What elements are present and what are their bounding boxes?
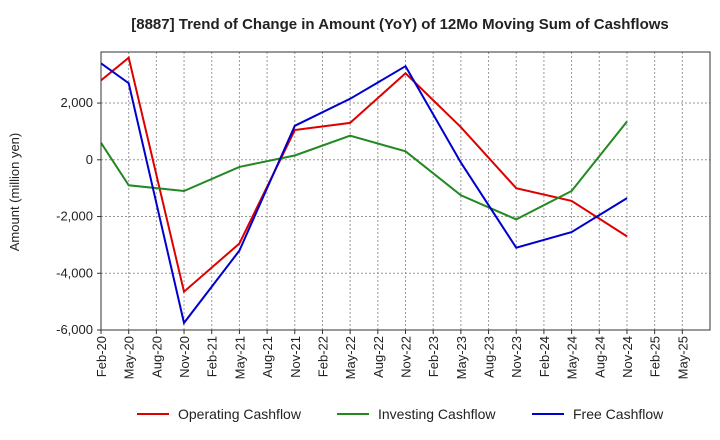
- plot-frame: [100, 51, 711, 331]
- grid: [101, 52, 710, 330]
- x-tick-label: May-24: [565, 336, 580, 379]
- y-tick-label: -2,000: [56, 209, 93, 224]
- x-tick-label: Feb-24: [537, 336, 552, 377]
- x-tick-label: May-22: [343, 336, 358, 379]
- x-tick-label: Aug-20: [149, 336, 164, 378]
- x-tick-label: Nov-21: [288, 336, 303, 378]
- y-axis-ticks: 2,000 0 -2,000 -4,000 -6,000: [56, 95, 101, 337]
- x-tick-label: Aug-21: [260, 336, 275, 378]
- y-tick-label: -6,000: [56, 322, 93, 337]
- y-tick-label: 0: [86, 152, 93, 167]
- x-tick-label: Feb-21: [205, 336, 220, 377]
- x-tick-label: Nov-23: [509, 336, 524, 378]
- x-tick-label: Aug-22: [371, 336, 386, 378]
- x-tick-label: Nov-24: [620, 336, 635, 378]
- x-tick-label: Feb-25: [648, 336, 663, 377]
- series-line-operating-cashflow: [100, 55, 628, 294]
- x-tick-label: Aug-23: [482, 336, 497, 378]
- x-tick-label: Feb-23: [426, 336, 441, 377]
- legend-label-operating-cashflow: Operating Cashflow: [178, 406, 302, 422]
- x-tick-label: May-21: [232, 336, 247, 379]
- series-line-investing-cashflow: [100, 120, 628, 221]
- x-axis-ticks: Feb-20 May-20 Aug-20 Nov-20 Feb-21 May-21 Aug-…: [94, 330, 690, 379]
- series-lines: [100, 55, 628, 326]
- x-tick-label: Feb-20: [94, 336, 109, 377]
- legend-label-free-cashflow: Free Cashflow: [573, 406, 664, 422]
- legend-label-investing-cashflow: Investing Cashflow: [378, 406, 496, 422]
- y-tick-label: -4,000: [56, 265, 93, 280]
- legend: Operating Cashflow Investing Cashflow Free…: [137, 406, 664, 422]
- x-tick-label: May-23: [454, 336, 469, 379]
- x-tick-label: May-20: [122, 336, 137, 379]
- x-tick-label: Aug-24: [592, 336, 607, 378]
- y-axis-label: Amount (million yen): [7, 133, 22, 252]
- series-line-free-cashflow: [100, 62, 628, 326]
- x-tick-label: Feb-22: [315, 336, 330, 377]
- x-tick-label: May-25: [675, 336, 690, 379]
- x-tick-label: Nov-20: [177, 336, 192, 378]
- chart-title: [8887] Trend of Change in Amount (YoY) o…: [131, 16, 669, 33]
- y-tick-label: 2,000: [60, 95, 93, 110]
- x-tick-label: Nov-22: [399, 336, 414, 378]
